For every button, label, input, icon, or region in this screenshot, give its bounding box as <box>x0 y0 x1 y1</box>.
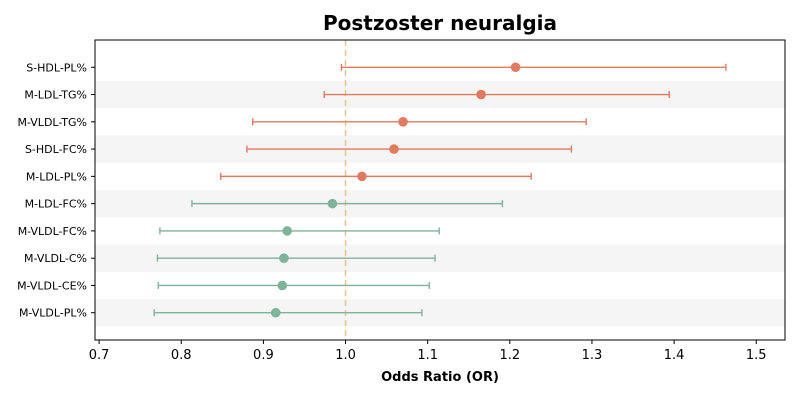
x-axis-ticks: 0.7 0.8 0.9 1.0 1.1 1.2 1.3 1.4 1.5 <box>89 340 767 363</box>
x-tick-label: 1.5 <box>746 348 767 363</box>
forest-row <box>246 144 573 154</box>
or-point <box>279 253 289 263</box>
x-tick-label: 1.0 <box>335 348 356 363</box>
y-tick-label: M-LDL-TG% <box>24 89 87 102</box>
forest-row <box>159 226 440 236</box>
forest-row <box>153 307 423 318</box>
forest-row <box>157 280 431 291</box>
forest-row <box>191 198 504 209</box>
x-tick-label: 0.8 <box>171 348 192 363</box>
y-tick-label: M-VLDL-TG% <box>17 116 87 129</box>
forest-row <box>219 171 532 182</box>
y-tick-label: M-VLDL-PL% <box>19 307 87 320</box>
x-tick-label: 0.7 <box>89 348 110 363</box>
or-point <box>270 307 281 318</box>
plot-frame <box>94 39 786 341</box>
or-point <box>357 171 367 182</box>
y-tick-label: S-HDL-PL% <box>26 61 87 74</box>
or-point <box>282 226 293 236</box>
y-tick-label: M-VLDL-C% <box>24 252 87 265</box>
data-rows <box>153 62 727 318</box>
x-tick-label: 0.9 <box>253 348 274 363</box>
y-tick-label: M-LDL-FC% <box>25 198 87 211</box>
x-axis-label: Odds Ratio (OR) <box>381 370 499 385</box>
or-point <box>510 62 521 73</box>
y-tick-label: S-HDL-FC% <box>25 143 87 156</box>
x-tick-label: 1.3 <box>582 348 603 363</box>
y-tick-label: M-VLDL-CE% <box>17 279 87 292</box>
x-tick-label: 1.1 <box>417 348 438 363</box>
or-point <box>398 117 408 127</box>
x-tick-label: 1.4 <box>664 348 685 363</box>
y-tick-label: M-VLDL-FC% <box>18 225 87 238</box>
forest-row <box>252 117 587 127</box>
x-tick-label: 1.2 <box>499 348 520 363</box>
or-point <box>327 198 338 209</box>
forest-row <box>340 62 727 73</box>
y-axis-labels: S-HDL-PL% M-LDL-TG% M-VLDL-TG% S-HDL-FC% M-L… <box>17 61 95 320</box>
forest-row <box>323 89 670 100</box>
or-point <box>277 280 288 291</box>
forest-row <box>156 253 436 263</box>
chart-title: Postzoster neuralgia <box>323 11 557 35</box>
or-point <box>389 144 399 154</box>
y-tick-label: M-LDL-PL% <box>26 170 87 183</box>
or-point <box>476 89 486 100</box>
